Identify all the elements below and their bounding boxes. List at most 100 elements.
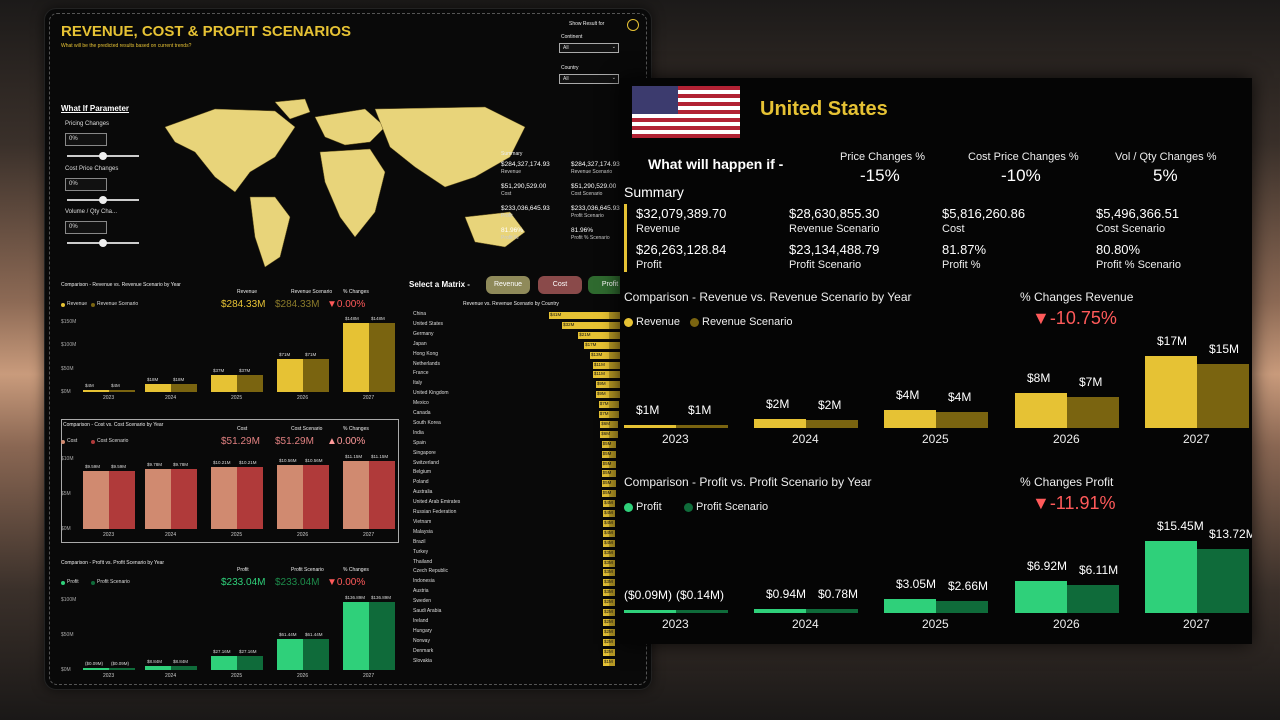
bar-label-b: $0.78M [818,587,859,602]
bar-label-a: $4M [85,383,94,388]
country-value: $3M [604,559,613,565]
volume-slider[interactable] [67,239,139,247]
profit-chart: Profit Profit Scenario Profit $233.04M Profi… [61,560,401,680]
country-value: $1M [604,658,613,664]
x-tick-label: 2024 [165,532,177,538]
country-label: Spain [413,439,426,446]
country-value: $4M [604,500,613,506]
map-south-america[interactable] [249,196,291,268]
world-map[interactable] [155,97,545,277]
summary-item-label: Profit % [942,259,981,271]
country-bar-a [603,638,609,646]
country-label: Austria [413,588,429,595]
bar-label-a: $15.45M [1157,519,1204,533]
circle-icon[interactable] [627,19,639,31]
map-australia[interactable] [464,211,526,248]
kpi-label: Profit [237,567,249,573]
bar-label-a: $71M [279,351,291,357]
country-bar-a [603,609,609,616]
country-bar-a [603,549,609,557]
country-value: $17M [585,341,597,347]
bar-label-a: $6.92M [1027,558,1068,573]
country-value: $3M [604,579,613,585]
cost-price-slider[interactable] [67,196,139,204]
pricing-slider[interactable] [67,152,139,160]
country-bar-b [609,381,623,389]
bar-label-b: $37M [239,367,251,373]
country-label: Norway [413,637,430,644]
country-bar-a [600,420,609,428]
bar-label-b: $10.21M [239,459,257,465]
chart-title: Comparison - Profit vs. Profit Scenario … [624,475,872,489]
kpi-label: Profit Scenario [291,567,324,573]
summary-item-label: Revenue Scenario [789,223,880,235]
map-europe[interactable] [314,108,386,146]
bar-b [171,665,197,670]
x-tick-label: 2023 [662,432,689,446]
slider-handle[interactable] [99,196,107,204]
continent-select[interactable]: All ⌄ [559,43,619,53]
profit-chart: Comparison - Profit vs. Profit Scenario … [620,473,1252,644]
bar-b [1067,396,1119,428]
bar-b [171,383,197,392]
cost-price-label: Cost Price Changes [65,166,119,172]
country-value: $2M [604,648,613,654]
bar-label-a: ($0.09M) [624,588,673,602]
kpi-label: Cost Scenario [291,426,323,432]
country-bar-a [603,618,609,626]
kpi-value: ▼0.00% [327,577,366,588]
legend-dot-a [61,440,65,444]
bar-label-b: $4M [948,389,972,404]
bar-label-a: $37M [213,367,225,373]
country-label: Vietnam [413,518,432,525]
x-tick-label: 2023 [103,395,115,401]
country-value: $4M [604,510,613,515]
country-select[interactable]: All ⌄ [559,74,619,84]
what-if-label: What will happen if - [648,156,784,172]
bar-a [754,419,806,428]
country-value: $5M [602,480,612,486]
slider-handle[interactable] [99,152,107,160]
profit-chart-title: Comparison - Profit vs. Profit Scenario … [61,560,165,566]
country-detail-panel: United States What will happen if - Pric… [620,78,1252,644]
summary-item-label: Revenue Scenario [571,169,613,175]
bar-label-a: $148M [345,315,359,321]
bar-a [1015,580,1067,613]
bar-b [936,411,988,428]
country-value: $2M [604,618,613,624]
matrix-revenue-button[interactable]: Revenue [486,276,530,294]
bar-b [369,322,395,392]
bar-label-a: $2M [766,397,790,412]
summary-value: $5,496,366.51 [1096,206,1180,221]
summary-item-label: Profit Scenario [571,213,604,219]
map-africa[interactable] [319,148,386,238]
x-tick-label: 2025 [231,395,243,401]
y-tick-label: $50M [61,365,74,372]
map-asia[interactable] [374,106,526,188]
kpi-value: ▼0.00% [327,299,366,310]
summary-grid: $32,079,389.70 Revenue $28,630,855.30 Reven… [636,206,1252,276]
country-value: $5M [602,470,612,476]
map-north-america[interactable] [164,108,296,193]
x-tick-label: 2026 [297,673,309,679]
volume-input[interactable]: 0% [65,221,107,234]
country-bar-b [609,638,615,646]
bar-b [303,464,329,529]
cost-price-input[interactable]: 0% [65,178,107,191]
pricing-input[interactable]: 0% [65,133,107,146]
matrix-label: Select a Matrix - [409,280,470,289]
bar-label-b: $2.66M [948,578,989,593]
country-bar-a [592,371,609,379]
matrix-cost-button[interactable]: Cost [538,276,582,294]
volume-label: Volume / Qty Cha... [65,209,118,215]
map-greenland[interactable] [274,98,311,120]
y-tick-label: $0M [61,389,71,395]
country-bar-a [603,589,609,597]
slider-handle[interactable] [99,239,107,247]
cost-chart-title: Comparison - Cost vs. Cost Scenario by Y… [63,422,164,428]
x-tick-label: 2027 [363,395,375,401]
legend-label-b: Profit Scenario [696,501,769,513]
summary-item-label: Cost [942,223,965,235]
bar-a [1145,356,1197,428]
summary-label: Summary [624,184,684,200]
